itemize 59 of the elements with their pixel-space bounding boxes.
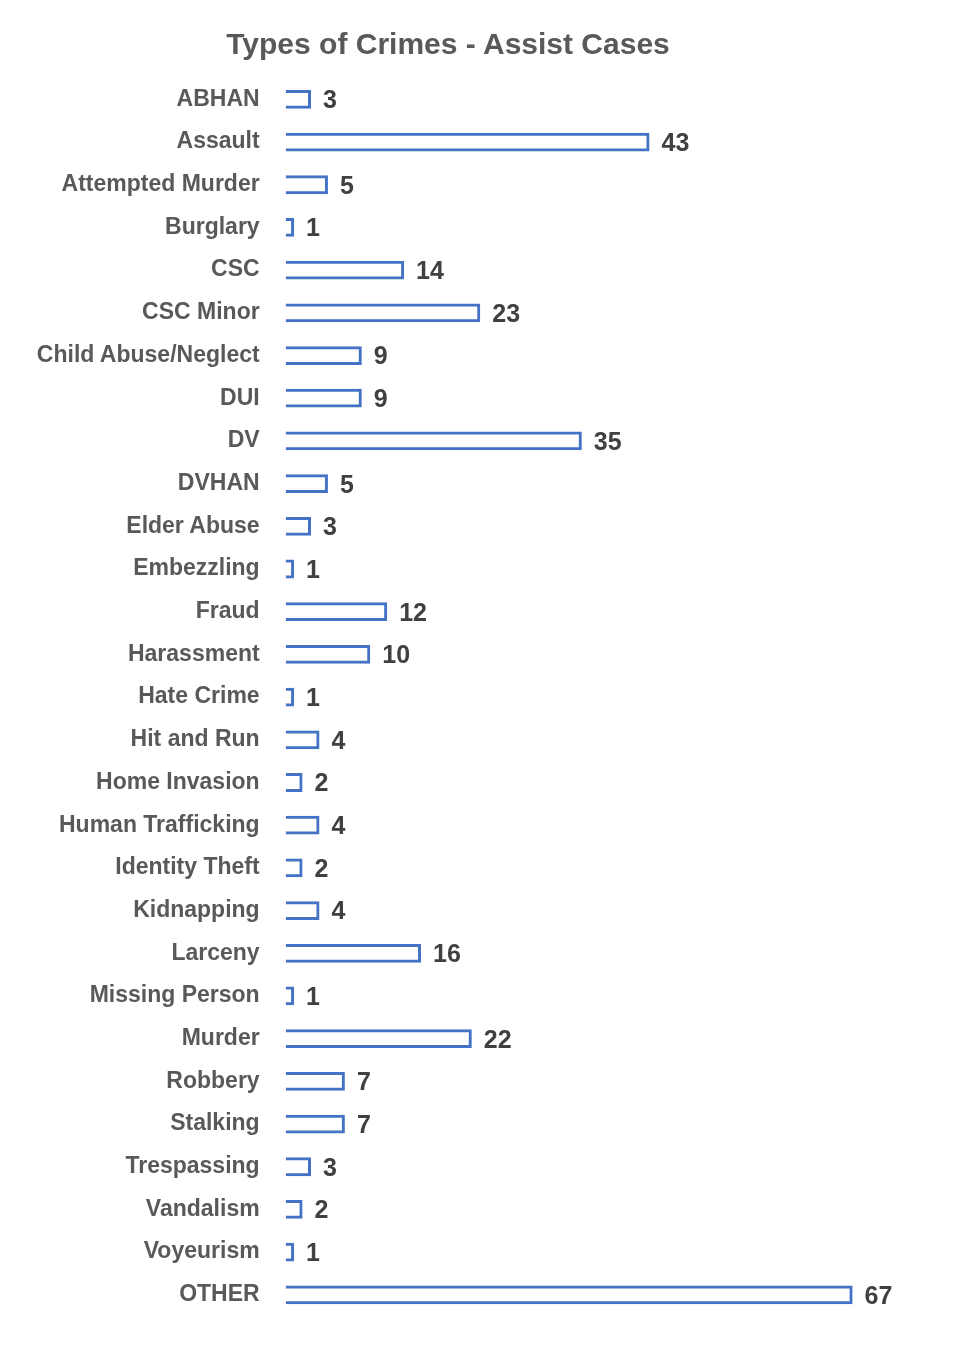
y-tick-label: Missing Person bbox=[89, 981, 260, 1008]
data-label: 3 bbox=[323, 1152, 337, 1181]
y-tick-label: OTHER bbox=[179, 1280, 261, 1307]
data-label: 1 bbox=[306, 1238, 321, 1267]
data-label: 22 bbox=[483, 1024, 512, 1053]
y-tick-label: Larceny bbox=[171, 938, 260, 965]
y-tick-label: Robbery bbox=[166, 1066, 260, 1093]
data-label: 2 bbox=[314, 853, 329, 882]
data-label: 10 bbox=[382, 640, 411, 669]
y-tick-label: Vandalism bbox=[145, 1194, 260, 1221]
y-tick-label: Elder Abuse bbox=[126, 511, 260, 538]
data-label: 9 bbox=[373, 341, 388, 370]
y-tick-label: Burglary bbox=[165, 212, 260, 239]
y-tick-label: Trespassing bbox=[125, 1152, 260, 1179]
data-label: 2 bbox=[314, 768, 329, 797]
data-label: 1 bbox=[306, 981, 321, 1010]
data-label: 5 bbox=[339, 469, 354, 498]
y-tick-label: Attempted Murder bbox=[61, 170, 260, 197]
y-tick-label: CSC Minor bbox=[142, 298, 260, 325]
y-tick-label: Harassment bbox=[127, 639, 260, 666]
data-label: 4 bbox=[331, 896, 346, 925]
data-label: 14 bbox=[416, 256, 445, 285]
data-label: 3 bbox=[323, 85, 337, 114]
data-label: 5 bbox=[339, 170, 354, 199]
data-label: 67 bbox=[864, 1280, 893, 1309]
data-label: 7 bbox=[356, 1067, 371, 1096]
y-tick-label: Home Invasion bbox=[96, 767, 260, 794]
y-tick-label: Kidnapping bbox=[133, 895, 260, 922]
data-label: 35 bbox=[593, 426, 622, 455]
data-label: 4 bbox=[331, 725, 346, 754]
y-tick-label: Child Abuse/Neglect bbox=[36, 340, 260, 367]
y-tick-label: Identity Theft bbox=[115, 853, 260, 880]
y-tick-label: Assault bbox=[176, 127, 260, 154]
y-tick-label: Voyeurism bbox=[143, 1237, 260, 1264]
data-label: 9 bbox=[373, 384, 388, 413]
data-label: 3 bbox=[323, 512, 337, 541]
data-label: 1 bbox=[306, 213, 321, 242]
y-tick-label: DV bbox=[227, 426, 261, 453]
y-tick-label: Embezzling bbox=[133, 554, 260, 581]
data-label: 7 bbox=[356, 1109, 371, 1138]
chart-title: Types of Crimes - Assist Cases bbox=[226, 27, 670, 61]
data-label: 16 bbox=[433, 939, 461, 968]
data-label: 2 bbox=[314, 1195, 329, 1224]
data-label: 23 bbox=[492, 298, 521, 327]
y-tick-label: CSC bbox=[211, 255, 260, 282]
y-tick-label: DVHAN bbox=[177, 468, 260, 495]
data-label: 4 bbox=[331, 811, 346, 840]
y-tick-label: Human Trafficking bbox=[58, 810, 260, 837]
y-tick-label: DUI bbox=[220, 383, 260, 410]
y-tick-label: Stalking bbox=[170, 1109, 260, 1136]
y-tick-label: Hit and Run bbox=[130, 725, 260, 752]
data-label: 1 bbox=[306, 682, 321, 711]
y-tick-label: Hate Crime bbox=[138, 682, 260, 709]
data-label: 43 bbox=[661, 127, 690, 156]
data-label: 12 bbox=[399, 597, 427, 626]
y-tick-label: Fraud bbox=[195, 597, 260, 624]
y-tick-label: ABHAN bbox=[176, 84, 260, 111]
y-tick-label: Murder bbox=[181, 1024, 260, 1051]
data-label: 1 bbox=[306, 554, 321, 583]
